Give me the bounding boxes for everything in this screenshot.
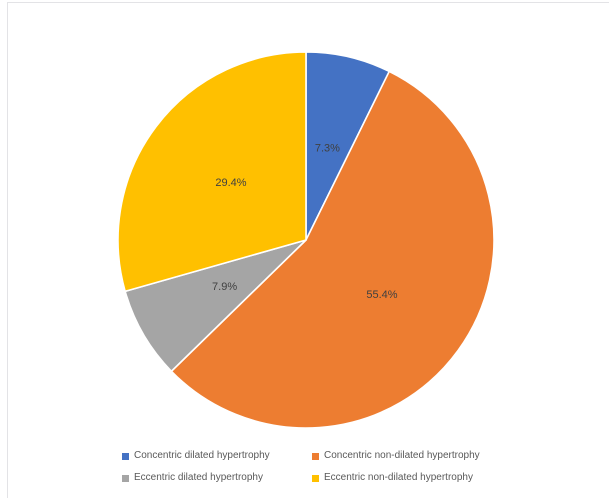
legend-item-eccentric-non-dilated: Eccentric non-dilated hypertrophy <box>312 472 480 484</box>
legend-item-concentric-non-dilated: Concentric non-dilated hypertrophy <box>312 450 480 462</box>
pie-slice-1 <box>170 70 495 429</box>
pie-data-label-2: 7.9% <box>212 281 237 293</box>
pie-data-label-1: 55.4% <box>366 289 397 301</box>
chart-legend: Concentric dilated hypertrophy Concentri… <box>122 450 480 484</box>
pie-slice-3 <box>117 51 307 293</box>
pie-data-label-3: 29.4% <box>215 177 246 189</box>
pie-data-label-0: 7.3% <box>315 142 340 154</box>
legend-swatch-eccentric-non-dilated-icon <box>312 474 319 482</box>
legend-item-concentric-dilated: Concentric dilated hypertrophy <box>122 450 312 462</box>
pie-slice-2 <box>124 239 307 373</box>
legend-label: Concentric non-dilated hypertrophy <box>324 450 480 461</box>
legend-swatch-concentric-non-dilated-icon <box>312 452 319 460</box>
legend-label: Concentric dilated hypertrophy <box>134 450 270 461</box>
legend-item-eccentric-dilated: Eccentric dilated hypertrophy <box>122 472 312 484</box>
legend-label: Eccentric non-dilated hypertrophy <box>324 472 473 483</box>
legend-swatch-eccentric-dilated-icon <box>122 474 129 482</box>
legend-swatch-concentric-dilated-icon <box>122 452 129 460</box>
legend-label: Eccentric dilated hypertrophy <box>134 472 263 483</box>
